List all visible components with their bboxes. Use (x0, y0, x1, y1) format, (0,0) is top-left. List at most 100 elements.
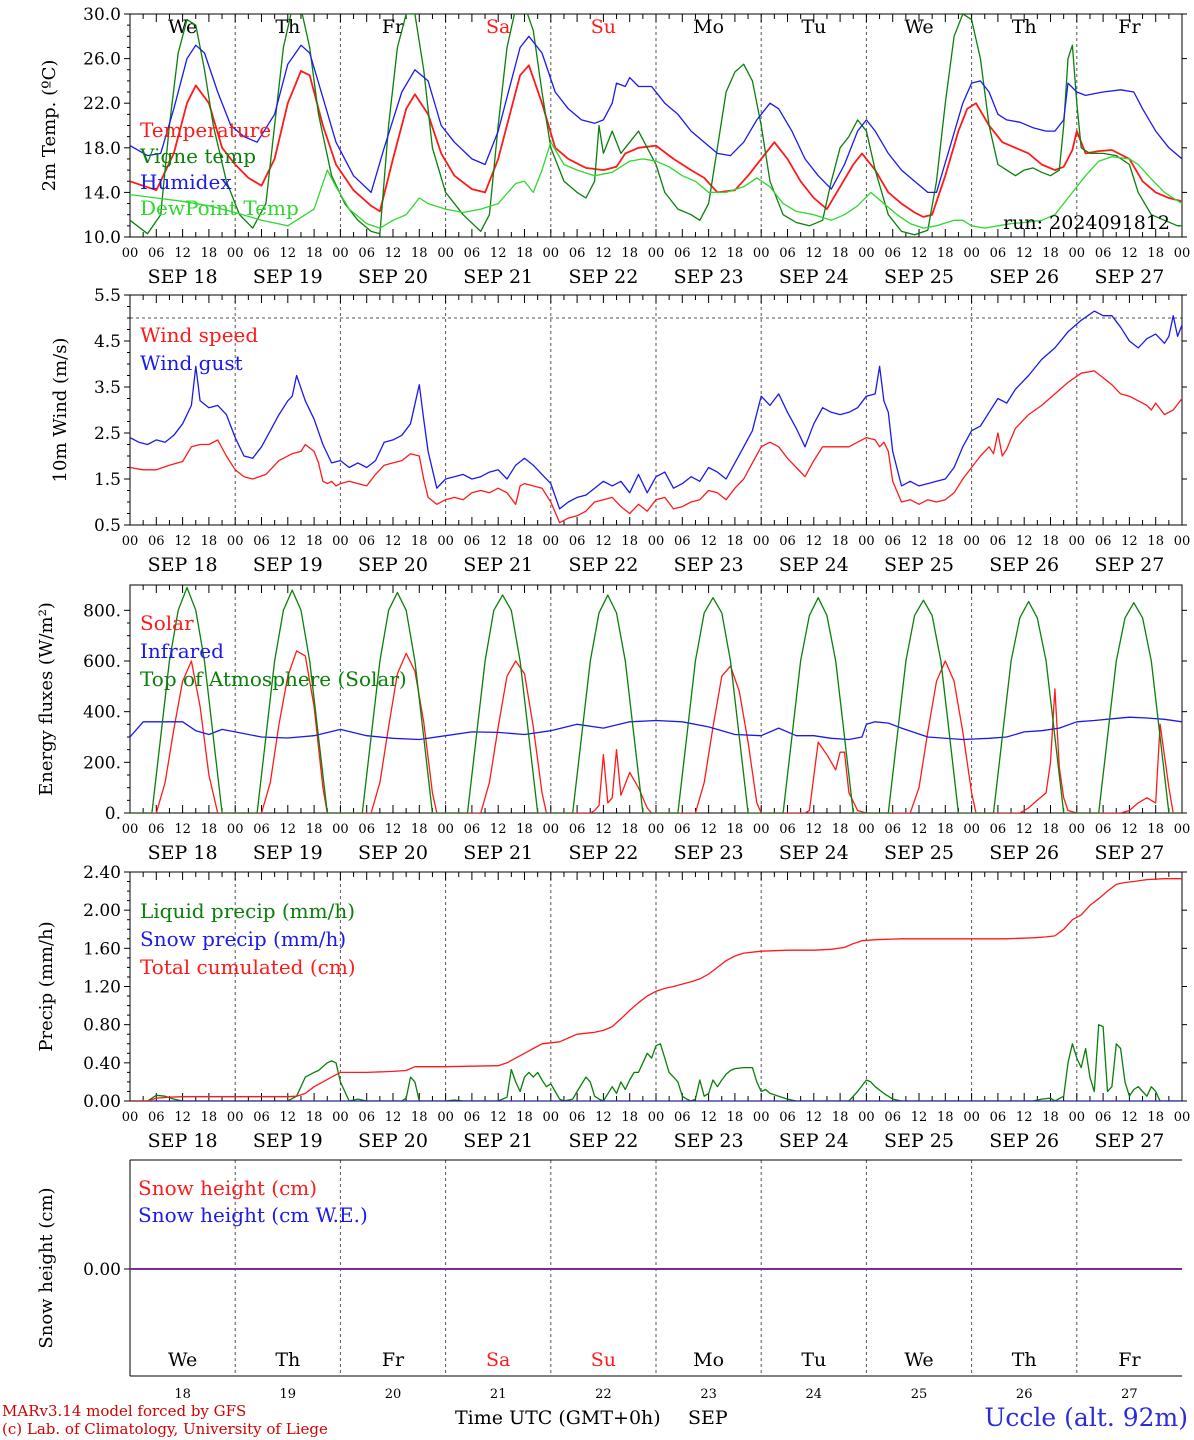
hour-label: 18 (832, 1110, 849, 1125)
hour-label: 12 (280, 534, 297, 549)
day-name-bottom: We (904, 1349, 933, 1371)
legend-entry: DewPoint Temp (140, 196, 299, 220)
legend-entry: Snow height (cm) (138, 1176, 317, 1200)
hour-label: 00 (1069, 246, 1086, 261)
date-label: SEP 25 (884, 842, 954, 864)
hour-label: 18 (937, 246, 954, 261)
y-tick-label: 5.5 (94, 286, 121, 306)
day-name: We (904, 16, 933, 38)
hour-label: 06 (569, 822, 586, 837)
hour-label: 18 (937, 822, 954, 837)
day-name-bottom: Fr (1118, 1349, 1141, 1371)
hour-label: 00 (543, 246, 560, 261)
hour-label: 00 (437, 1110, 454, 1125)
hour-label: 00 (227, 246, 244, 261)
date-label: SEP 20 (358, 554, 428, 576)
y-tick-label: 0.40 (83, 1054, 121, 1074)
hour-label: 06 (358, 534, 375, 549)
legend-entry: Total cumulated (cm) (140, 955, 356, 979)
run-annotation: run: 2024091812 (1003, 212, 1170, 234)
panel-temp: 10.0 14.0 18.0 22.0 26.0 30.0 2m Temp. (ºC) We T… (39, 5, 1190, 288)
y-tick-label: 10.0 (83, 228, 121, 248)
hour-label: 12 (595, 246, 612, 261)
hour-label: 00 (858, 1110, 875, 1125)
y-tick-label: 400. (83, 703, 121, 723)
hour-label: 18 (201, 246, 218, 261)
hour-label: 18 (201, 534, 218, 549)
hour-label: 06 (464, 822, 481, 837)
day-name: Sa (486, 16, 510, 38)
model-credit: MARv3.14 model forced by GFS (2, 1402, 247, 1420)
panel-energy: 0. 200. 400. 600. 800. Energy fluxes (W/m²) So… (36, 584, 1190, 864)
hour-label: 06 (253, 534, 270, 549)
hour-label: 18 (201, 822, 218, 837)
hour-label: 00 (543, 534, 560, 549)
y-tick-label: 0.5 (94, 516, 121, 536)
hour-label: 12 (1121, 246, 1138, 261)
hour-label: 06 (569, 534, 586, 549)
hour-label: 12 (385, 822, 402, 837)
date-label: SEP 24 (779, 1130, 849, 1152)
day-name: Mo (693, 16, 724, 38)
hour-label: 06 (884, 1110, 901, 1125)
date-label: SEP 23 (674, 1130, 744, 1152)
hour-label: 12 (806, 822, 823, 837)
hour-label: 00 (332, 822, 349, 837)
series-line (130, 35, 1182, 194)
hour-label: 18 (411, 246, 428, 261)
hour-label: 00 (1069, 822, 1086, 837)
y-tick-label: 0.00 (83, 1260, 121, 1280)
date-label: SEP 26 (989, 1130, 1059, 1152)
date-label: SEP 26 (989, 842, 1059, 864)
date-label: SEP 18 (148, 554, 218, 576)
date-label: SEP 20 (358, 1130, 428, 1152)
panel-precip: 0.00 0.40 0.80 1.20 1.60 2.00 2.40 Precip (mm/h… (36, 863, 1191, 1152)
series-line (130, 310, 1182, 510)
hour-label: 12 (174, 246, 191, 261)
y-tick-label: 0.00 (83, 1092, 121, 1112)
legend-entry: Humidex (140, 170, 232, 194)
hour-label: 06 (464, 246, 481, 261)
hour-label: 00 (122, 1110, 139, 1125)
hour-label: 18 (411, 1110, 428, 1125)
series-line (130, 650, 1182, 813)
day-number: 19 (280, 1387, 297, 1402)
hour-label: 00 (227, 1110, 244, 1125)
legend-entry: Solar (140, 611, 194, 635)
hour-label: 12 (911, 534, 928, 549)
hour-label: 06 (148, 534, 165, 549)
hour-label: 00 (1174, 1110, 1191, 1125)
date-label: SEP 26 (989, 554, 1059, 576)
hour-label: 12 (911, 1110, 928, 1125)
hour-label: 12 (1016, 246, 1033, 261)
hour-label: 06 (779, 822, 796, 837)
legend-entry: Temperature (140, 118, 271, 142)
hour-label: 12 (1016, 534, 1033, 549)
date-label: SEP 22 (568, 266, 638, 288)
y-axis-label: Precip (mm/h) (36, 921, 57, 1051)
hour-label: 12 (490, 1110, 507, 1125)
hour-label: 00 (543, 1110, 560, 1125)
hour-label: 00 (858, 822, 875, 837)
hour-label: 00 (122, 246, 139, 261)
hour-label: 00 (648, 1110, 665, 1125)
hour-label: 18 (1147, 822, 1164, 837)
day-name-bottom: We (168, 1349, 197, 1371)
y-tick-label: 2.5 (94, 424, 121, 444)
hour-label: 00 (227, 534, 244, 549)
hour-label: 18 (516, 534, 533, 549)
y-axis-label: 2m Temp. (ºC) (39, 60, 60, 192)
hour-label: 12 (490, 822, 507, 837)
hour-label: 18 (621, 822, 638, 837)
date-label: SEP 25 (884, 554, 954, 576)
hour-label: 06 (253, 1110, 270, 1125)
y-tick-label: 22.0 (83, 94, 121, 114)
hour-label: 12 (700, 1110, 717, 1125)
hour-label: 00 (963, 534, 980, 549)
series-line (130, 64, 1182, 218)
hour-label: 18 (1042, 534, 1059, 549)
hour-label: 00 (332, 534, 349, 549)
hour-label: 12 (1016, 822, 1033, 837)
panel-wind: 0.5 1.5 2.5 3.5 4.5 5.5 10m Wind (m/s) Wind spe… (50, 286, 1190, 576)
